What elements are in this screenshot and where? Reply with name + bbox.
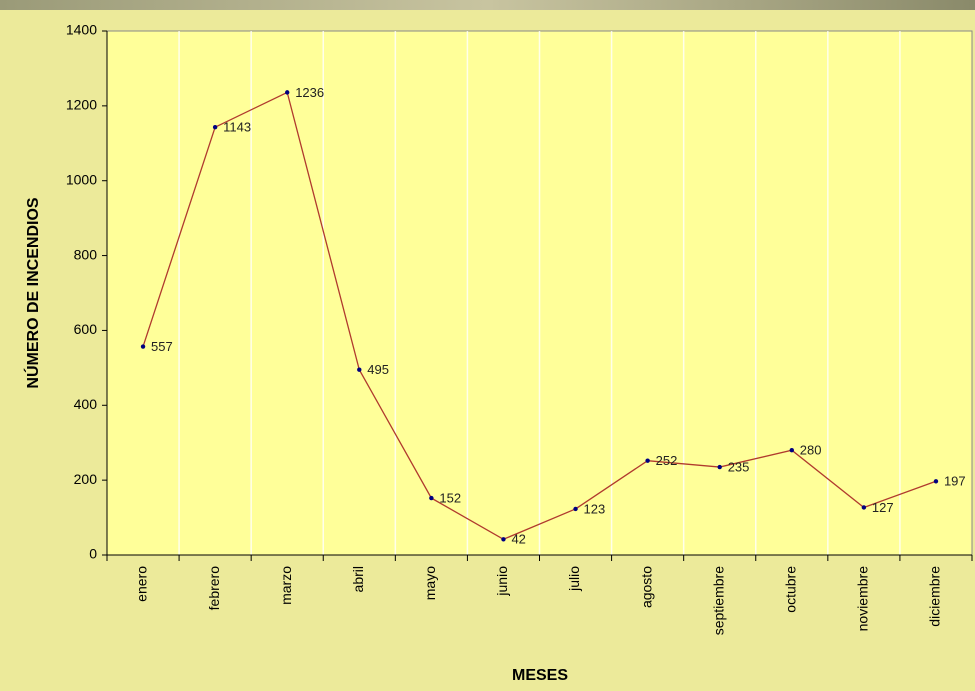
marker [717, 464, 722, 470]
y-tick-label: 800 [74, 246, 98, 262]
y-tick-label: 0 [89, 546, 97, 562]
value-label: 1236 [295, 85, 324, 100]
value-label: 235 [728, 459, 750, 474]
x-tick-label: noviembre [855, 566, 871, 632]
marker [357, 367, 362, 372]
x-tick-label: agosto [638, 566, 654, 608]
value-label: 197 [944, 474, 966, 489]
x-tick-label: junio [494, 566, 510, 597]
value-label: 1143 [223, 120, 251, 135]
marker [573, 506, 578, 512]
marker [645, 458, 650, 463]
value-label: 252 [656, 453, 678, 468]
x-tick-label: septiembre [710, 566, 726, 635]
value-label: 557 [151, 339, 173, 354]
y-tick-label: 1400 [66, 22, 97, 38]
marker [789, 448, 794, 453]
y-tick-label: 200 [74, 471, 98, 487]
value-label: 127 [872, 500, 894, 515]
y-tick-label: 1200 [66, 97, 97, 113]
photo-strip [0, 0, 975, 10]
y-tick-label: 600 [74, 321, 98, 337]
value-label: 495 [367, 362, 389, 377]
x-tick-label: mayo [422, 566, 438, 600]
x-tick-label: enero [134, 566, 150, 602]
x-tick-label: diciembre [927, 566, 943, 627]
marker [933, 479, 939, 484]
value-label: 152 [439, 491, 461, 506]
marker [212, 124, 218, 130]
x-tick-label: abril [350, 566, 366, 592]
y-axis-label: NÚMERO DE INCENDIOS [23, 197, 42, 388]
x-tick-label: marzo [278, 566, 294, 605]
value-label: 280 [800, 443, 822, 458]
x-tick-label: octubre [782, 566, 798, 613]
marker [429, 495, 434, 501]
marker [501, 537, 506, 542]
y-tick-label: 1000 [66, 171, 97, 187]
line [142, 91, 937, 541]
y-tick-label: 400 [74, 396, 98, 412]
marker [861, 505, 867, 510]
x-tick-label: julio [566, 566, 582, 592]
marker [140, 344, 146, 349]
value-label: 123 [584, 501, 606, 516]
x-tick-label: febrero [206, 566, 222, 611]
value-label: 42 [511, 532, 525, 547]
marker [285, 90, 290, 95]
x-axis-label: MESES [512, 667, 568, 684]
